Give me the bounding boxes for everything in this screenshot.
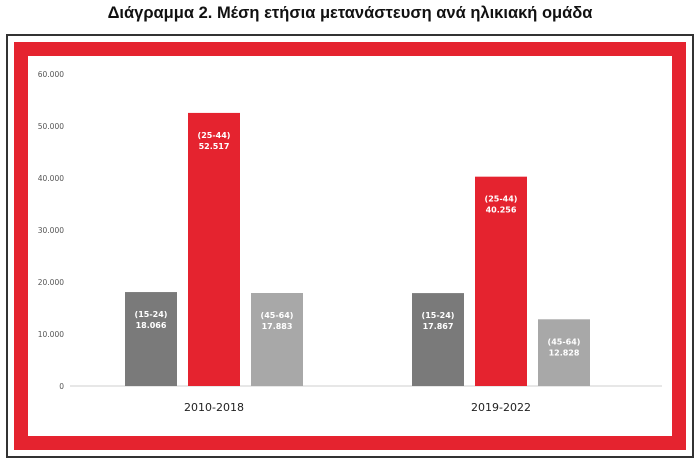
chart-title: Διάγραμμα 2. Μέση ετήσια μετανάστευση αν… [107, 4, 593, 22]
y-tick-label: 10.000 [38, 330, 64, 339]
bar-series-label: (25-44) [485, 195, 518, 204]
bar [412, 293, 464, 386]
bar-value-label: 17.883 [262, 322, 293, 331]
y-tick-label: 20.000 [38, 278, 64, 287]
bar [251, 293, 303, 386]
bar [538, 319, 590, 386]
y-tick-label: 30.000 [38, 226, 64, 235]
x-category-label: 2010-2018 [184, 401, 244, 414]
y-tick-label: 40.000 [38, 174, 64, 183]
bar-value-label: 52.517 [199, 142, 230, 151]
bar-value-label: 17.867 [423, 322, 454, 331]
bar-series-label: (15-24) [422, 311, 455, 320]
bar-series-label: (45-64) [261, 311, 294, 320]
bar-value-label: 40.256 [486, 206, 517, 215]
bar-value-label: 18.066 [136, 321, 167, 330]
y-tick-label: 60.000 [38, 70, 64, 79]
bar [475, 176, 527, 386]
bar [125, 292, 177, 386]
bar-series-label: (25-44) [198, 131, 231, 140]
y-tick-label: 0 [59, 382, 64, 391]
bar-series-label: (15-24) [135, 310, 168, 319]
y-tick-label: 50.000 [38, 122, 64, 131]
bar-value-label: 12.828 [549, 348, 580, 357]
bar [188, 112, 240, 387]
bar-series-label: (45-64) [548, 337, 581, 346]
x-category-label: 2019-2022 [471, 401, 531, 414]
